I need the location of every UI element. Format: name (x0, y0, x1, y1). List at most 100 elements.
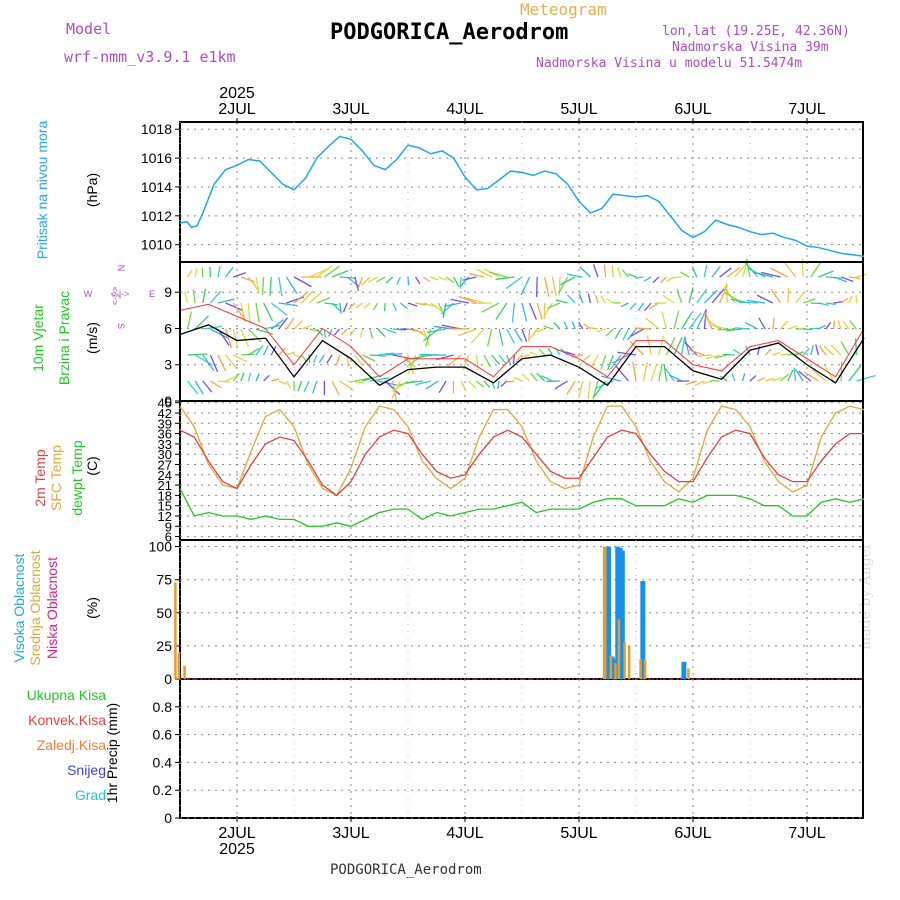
wind-arrow (772, 351, 781, 356)
wind-arrow (367, 276, 378, 283)
y-tick-label: 15 (158, 499, 172, 514)
wind-arrow (511, 302, 516, 323)
wind-arrow (840, 276, 854, 283)
wind-arrow (635, 327, 652, 330)
wind-arrow (331, 380, 340, 395)
wind-arrow (286, 296, 305, 304)
wind-arrow (662, 294, 675, 304)
wind-arrow (685, 380, 698, 386)
cloud-bar (183, 665, 186, 679)
wind-arrow (354, 354, 363, 366)
wind-arrow (543, 325, 553, 330)
wind-arrow (339, 276, 357, 279)
pressure-line (179, 135, 865, 257)
bottom-day-label: 7JUL (788, 825, 825, 842)
wind-arrow (488, 271, 507, 278)
wind-arrow (823, 345, 835, 356)
wind-arrow (217, 328, 230, 346)
wind-arrow (354, 376, 373, 382)
wind-arrow (491, 354, 500, 365)
wind-arrow (209, 290, 222, 304)
wind-arrow (723, 353, 735, 356)
wind-arrow (391, 380, 401, 399)
wind-arrow (668, 374, 682, 382)
wind-arrow (377, 328, 386, 338)
wind-arrow (459, 276, 470, 287)
wind-arrow (240, 353, 256, 356)
wind-arrow (187, 353, 208, 356)
wind-arrow (744, 321, 758, 330)
sfc-temp-label: SFC Temp (48, 445, 64, 511)
temp-unit-label: (C) (84, 456, 100, 476)
wind-arrow (450, 298, 469, 304)
wind-arrow (725, 283, 728, 304)
wind-arrow (521, 328, 528, 342)
wind-arrow (443, 302, 462, 307)
wind-arrow (225, 375, 236, 382)
wind-arrow (637, 302, 645, 312)
wind-arrow (349, 328, 356, 337)
cloud-bar (609, 656, 615, 679)
wind-arrow (544, 302, 553, 316)
wind-arrow (688, 287, 694, 304)
wind-arrow (723, 285, 736, 304)
wind-arrow (438, 276, 448, 281)
wind-arrow (225, 302, 243, 311)
wind-arrow (495, 302, 508, 320)
frozen-precip-label: Zaledj.Kisa (36, 737, 106, 753)
wind-arrow (676, 288, 683, 304)
wind-arrow (855, 338, 858, 356)
wind-arrow (441, 324, 462, 330)
wind-arrow (719, 284, 728, 304)
wind-arrow (312, 380, 318, 394)
bottom-day-label: 2JUL (218, 825, 255, 842)
wind-arrow (833, 276, 848, 283)
wind-arrow (594, 294, 599, 304)
wind-arrow (354, 276, 359, 291)
meteogram-title: Meteogram (520, 0, 607, 19)
wind-arrow (779, 373, 790, 382)
wind-arrow (483, 354, 492, 368)
wind-arrow (696, 354, 713, 357)
wind-arrow (338, 302, 343, 314)
wind-name-label-2: Brzina i Pravac (56, 290, 72, 386)
wind-arrow (620, 302, 629, 308)
wind-arrow (202, 354, 215, 372)
wind-arrow (495, 276, 515, 281)
wind-arrow (658, 363, 663, 382)
wind-arrow (286, 351, 295, 356)
wind-arrow (437, 302, 445, 317)
wind-arrow (607, 354, 614, 371)
wind-arrow (795, 351, 804, 356)
wind-arrow (384, 328, 397, 334)
wind-arrow (217, 354, 227, 372)
wind-arrow (565, 351, 576, 356)
wind-arrow (470, 328, 485, 344)
wind-arrow (506, 380, 515, 383)
wind-arrow (795, 291, 805, 304)
wind-arrow (665, 336, 676, 356)
wind-arrow (672, 276, 682, 279)
wind-arrow (513, 328, 523, 343)
y-tick-label: 0 (164, 671, 172, 687)
wind-arrow (648, 302, 660, 310)
cloud-bar (617, 547, 623, 679)
wind-arrow (464, 297, 485, 304)
wind-arrow (316, 265, 333, 278)
wind-arrow (391, 380, 409, 392)
wind-arrow (369, 354, 386, 357)
cloud-bar (615, 546, 621, 679)
wind-arrow (617, 351, 637, 356)
wind-arrow (399, 302, 408, 310)
model-name: wrf-nmm_v3.9.1 e1km (64, 48, 236, 66)
panel-frame-2 (179, 400, 864, 541)
wind-arrow (580, 354, 591, 364)
wind-frame (179, 261, 864, 402)
wind-arrow (323, 328, 326, 338)
wind-arrow (719, 375, 728, 382)
wind-arrow (810, 345, 814, 356)
wind-arrow (680, 336, 686, 356)
elevation-label: Nadmorska Visina 39m (672, 40, 829, 55)
y-tick-label: 0 (164, 393, 172, 409)
